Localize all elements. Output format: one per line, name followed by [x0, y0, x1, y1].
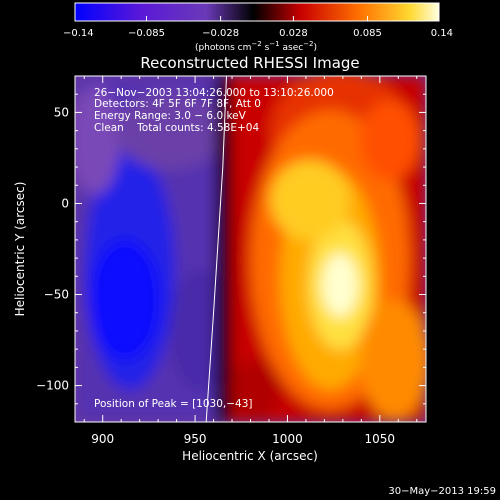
- colorbar-label: (photons cm−2 s−1 asec−2): [195, 40, 317, 53]
- x-tick-label: 900: [91, 432, 114, 446]
- x-tick-label: 1000: [272, 432, 303, 446]
- colorbar-tick-label: −0.14: [63, 28, 94, 39]
- annotation-energy: Energy Range: 3.0 − 6.0 keV: [94, 110, 247, 122]
- annotation-detectors: Detectors: 4F 5F 6F 7F 8F, Att 0: [94, 98, 261, 110]
- y-tick-label: 50: [54, 105, 69, 119]
- colorbar-tick-label: 0.028: [279, 28, 308, 39]
- colorbar-tick-label: −0.085: [128, 28, 165, 39]
- colorbar-ticks: −0.14 −0.085 −0.028 0.028 0.085 0.14: [63, 16, 453, 39]
- y-tick-label: −100: [36, 379, 69, 393]
- colorbar-frame: [74, 2, 440, 22]
- footer-timestamp: 30−May−2013 19:59: [388, 486, 496, 497]
- heatmap-image: [75, 76, 426, 422]
- chart-title: Reconstructed RHESSI Image: [140, 54, 359, 72]
- colorbar-tick-label: −0.028: [202, 28, 239, 39]
- x-tick-label: 950: [184, 432, 207, 446]
- annotation-clean: Clean Total counts: 4.58E+04: [94, 122, 259, 134]
- colorbar-gradient: [75, 3, 439, 21]
- y-axis-label: Heliocentric Y (arcsec): [13, 182, 27, 317]
- x-axis: 900 950 1000 1050: [83, 76, 418, 446]
- y-axis: 50 0 −50 −100: [36, 93, 426, 405]
- annotation-time: 26−Nov−2003 13:04:26.000 to 13:10:26.000: [94, 87, 334, 99]
- y-tick-label: 0: [61, 196, 69, 210]
- colorbar-tick-label: 0.14: [431, 28, 453, 39]
- y-tick-label: −50: [44, 288, 69, 302]
- colorbar: −0.14 −0.085 −0.028 0.028 0.085 0.14 (photons…: [63, 2, 453, 53]
- annotations: 26−Nov−2003 13:04:26.000 to 13:10:26.000…: [94, 87, 334, 410]
- solar-limb-line: [205, 76, 227, 422]
- colorbar-tick-label: 0.085: [353, 28, 382, 39]
- x-tick-label: 1050: [365, 432, 396, 446]
- annotation-peak: Position of Peak = [1030,−43]: [94, 398, 253, 410]
- x-axis-label: Heliocentric X (arcsec): [182, 449, 318, 463]
